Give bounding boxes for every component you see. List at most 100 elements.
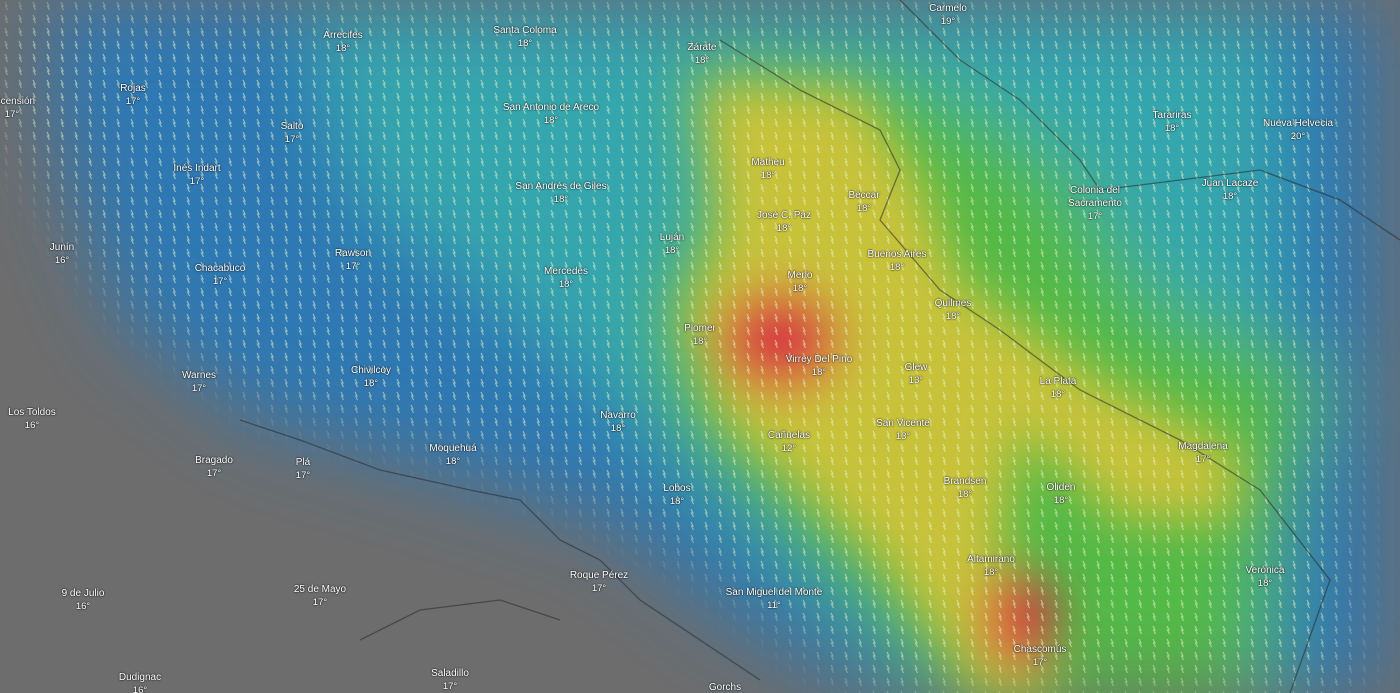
- city-name: Carmelo: [929, 3, 967, 14]
- city-label[interactable]: San Miguel del Monte 11°: [726, 586, 823, 612]
- city-temperature: 11°: [767, 600, 781, 611]
- city-label[interactable]: Rojas 17°: [120, 82, 146, 108]
- city-label[interactable]: Bragado 17°: [195, 454, 233, 480]
- city-temperature: 18°: [889, 262, 905, 273]
- city-label[interactable]: Saladillo 17°: [431, 667, 469, 693]
- city-temperature: 18°: [363, 378, 379, 389]
- city-label[interactable]: Glew 13°: [905, 361, 928, 387]
- city-name: Lobos: [663, 483, 691, 494]
- city-label[interactable]: Luján 18°: [660, 231, 684, 257]
- city-temperature: 18°: [692, 336, 708, 347]
- city-name: Gorchs: [708, 682, 742, 693]
- city-name: Rawson: [334, 248, 372, 259]
- city-label[interactable]: San Vicente 13°: [876, 417, 930, 443]
- city-label[interactable]: Gorchs: [709, 681, 741, 693]
- city-name: Altamirano: [967, 554, 1015, 565]
- city-label[interactable]: Inés Indart 17°: [173, 162, 220, 188]
- city-label[interactable]: José C. Paz 18°: [757, 209, 811, 235]
- city-temperature: 18°: [811, 367, 827, 378]
- city-name: Virrey Del Pino: [785, 354, 853, 365]
- city-label[interactable]: Quilmes 18°: [935, 297, 972, 323]
- city-label[interactable]: Chacabuco 17°: [195, 262, 246, 288]
- city-label[interactable]: San Antonio de Areco 18°: [503, 101, 599, 127]
- city-label[interactable]: Junín 16°: [50, 241, 74, 267]
- city-label[interactable]: Nueva Helvecia 20°: [1263, 117, 1333, 143]
- city-label[interactable]: Warnes 17°: [182, 369, 216, 395]
- city-label[interactable]: Los Toldos 16°: [8, 406, 56, 432]
- city-label[interactable]: San Andrés de Giles 18°: [515, 180, 606, 206]
- city-temperature: 18°: [760, 170, 776, 181]
- city-label[interactable]: Santa Coloma 18°: [493, 24, 556, 50]
- city-label[interactable]: Brandsen 18°: [944, 475, 987, 501]
- city-label[interactable]: Carmelo 19°: [929, 2, 967, 28]
- city-label[interactable]: Tarariras 18°: [1153, 109, 1192, 135]
- city-name: San Antonio de Areco: [502, 102, 600, 113]
- city-temperature: 17°: [191, 383, 207, 394]
- city-name: Merlo: [787, 270, 813, 281]
- city-label[interactable]: 25 de Mayo 17°: [294, 583, 346, 609]
- city-name: Warnes: [181, 370, 217, 381]
- city-label[interactable]: La Plata 18°: [1040, 375, 1077, 401]
- city-label[interactable]: Merlo 18°: [787, 269, 812, 295]
- city-temperature: 18°: [792, 283, 808, 294]
- city-name: Chivilcoy: [350, 365, 392, 376]
- city-label[interactable]: Moquehuá 18°: [429, 442, 476, 468]
- city-temperature: 17°: [4, 109, 20, 120]
- city-name: Arrecifes: [323, 30, 363, 41]
- city-label[interactable]: Buenos Aires 18°: [868, 248, 927, 274]
- city-temperature: 18°: [610, 423, 626, 434]
- city-temperature: 17°: [1087, 211, 1103, 222]
- city-label[interactable]: Lobos 18°: [663, 482, 690, 508]
- city-label[interactable]: Verónica 18°: [1246, 564, 1285, 590]
- city-temperature: 17°: [189, 176, 205, 187]
- city-label[interactable]: Virrey Del Pino 18°: [786, 353, 853, 379]
- city-name: Colonia del Sacramento: [1068, 185, 1122, 209]
- city-name: Dudignac: [118, 672, 162, 683]
- city-temperature: 16°: [132, 685, 148, 693]
- city-label[interactable]: Plá 17°: [296, 456, 310, 482]
- city-label[interactable]: Altamirano 18°: [967, 553, 1015, 579]
- city-temperature: 20°: [1290, 131, 1306, 142]
- city-label[interactable]: Colonia del Sacramento 17°: [1060, 184, 1130, 223]
- city-name: Los Toldos: [8, 407, 56, 418]
- city-label[interactable]: Magdalena 17°: [1178, 440, 1227, 466]
- city-name: Chacabuco: [194, 263, 246, 274]
- city-label[interactable]: 9 de Julio 16°: [62, 587, 105, 613]
- city-name: Plomer: [684, 323, 716, 334]
- city-temperature: 12°: [781, 443, 797, 454]
- city-label[interactable]: Matheu 18°: [751, 156, 784, 182]
- city-label[interactable]: Navarro 18°: [600, 409, 636, 435]
- city-name: Chascomús: [1013, 644, 1067, 655]
- city-name: Nueva Helvecia: [1262, 118, 1334, 129]
- city-label[interactable]: Dudignac 16°: [119, 671, 161, 693]
- city-label[interactable]: Zárate 18°: [688, 41, 717, 67]
- city-temperature: 18°: [1222, 191, 1238, 202]
- city-label[interactable]: Roque Pérez 17°: [570, 569, 628, 595]
- city-label[interactable]: Salto 17°: [281, 120, 304, 146]
- city-label[interactable]: Plomer 18°: [684, 322, 716, 348]
- city-label[interactable]: Béccar 18°: [848, 189, 879, 215]
- city-label[interactable]: Chascomús 17°: [1014, 643, 1067, 669]
- city-label[interactable]: Arrecifes 18°: [323, 29, 362, 55]
- city-label[interactable]: Juan Lacaze 18°: [1202, 177, 1259, 203]
- city-temperature: 18°: [776, 223, 792, 234]
- city-temperature: 18°: [558, 279, 574, 290]
- city-temperature: 17°: [206, 468, 222, 479]
- city-temperature: 18°: [335, 43, 351, 54]
- city-label[interactable]: Mercedes 18°: [544, 265, 588, 291]
- city-temperature: 17°: [591, 583, 607, 594]
- city-temperature: 18°: [1050, 389, 1066, 400]
- city-label[interactable]: Rawson 17°: [335, 247, 371, 273]
- city-temperature: 17°: [212, 276, 228, 287]
- city-temperature: 18°: [694, 55, 710, 66]
- city-label[interactable]: Oliden 18°: [1047, 481, 1076, 507]
- city-name: Rojas: [120, 83, 146, 94]
- city-name: Tarariras: [1152, 110, 1192, 121]
- city-name: Buenos Aires: [867, 249, 927, 260]
- city-label[interactable]: Ascensión 17°: [0, 95, 35, 121]
- city-name: 25 de Mayo: [293, 584, 347, 595]
- city-temperature: 17°: [1032, 657, 1048, 668]
- city-label[interactable]: Chivilcoy 18°: [351, 364, 391, 390]
- city-label[interactable]: Cañuelas 12°: [768, 429, 810, 455]
